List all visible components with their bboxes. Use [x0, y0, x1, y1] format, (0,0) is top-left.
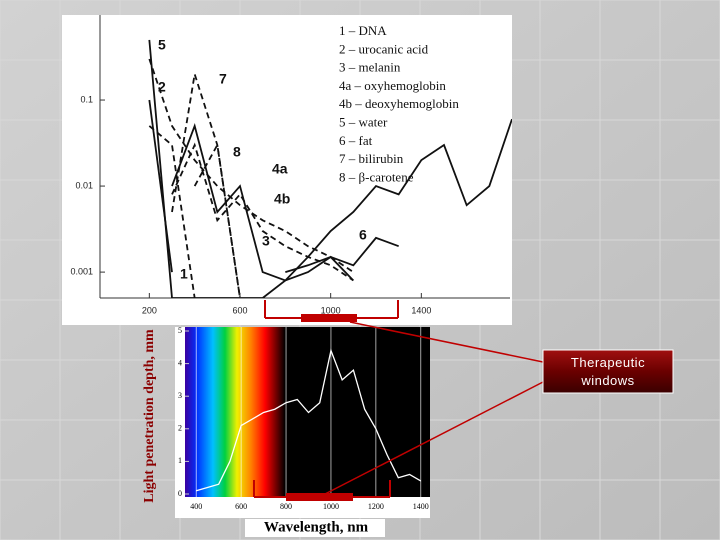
y-tick-label: 5: [178, 326, 182, 335]
y-tick-label: 1: [178, 456, 182, 465]
line-series: [285, 236, 399, 273]
callout-box: [542, 349, 674, 394]
legend-entry: 8 – β-carotene: [339, 169, 414, 184]
y-tick-label: 3: [178, 391, 182, 400]
callout-holder: Therapeutic windows: [570, 354, 646, 388]
x-tick-label: 400: [190, 502, 202, 511]
y-tick-label: 2: [178, 424, 182, 433]
line-series: [171, 142, 354, 282]
bottom-plot: [195, 327, 422, 497]
y-tick-label: 0: [178, 489, 182, 498]
y-tick-label: 0.1: [80, 94, 93, 104]
bottom-y-strip: [175, 327, 185, 518]
x-axis-label: Wavelength, nm: [264, 519, 369, 535]
line-series: [148, 58, 354, 273]
legend-entry: 1 – DNA: [339, 23, 387, 38]
curve-label: 5: [158, 37, 166, 53]
curve-label: 6: [359, 227, 367, 243]
line-series: [171, 122, 354, 282]
curve-label: 1: [180, 266, 188, 282]
legend-entry: 5 – water: [339, 114, 388, 129]
x-tick-label: 800: [280, 502, 292, 511]
top-plot: [148, 39, 512, 298]
legend-entry: 2 – urocanic acid: [339, 41, 429, 56]
callout-line: [324, 381, 544, 495]
x-tick-label: 600: [232, 305, 247, 315]
top-chart-panel: [62, 15, 512, 325]
curve-label: 7: [219, 71, 227, 87]
callout-line: [349, 321, 544, 363]
curve-label: 3: [262, 233, 270, 249]
x-tick-label: 1200: [368, 502, 384, 511]
bottom-window-bracket: [253, 480, 391, 501]
y-tick-label: 0.001: [70, 266, 93, 276]
x-label-bg: [245, 519, 385, 537]
legend-entry: 4b – deoxyhemoglobin: [339, 96, 459, 111]
curve-label: 2: [158, 79, 166, 95]
line-series: [196, 348, 422, 492]
x-tick-label: 1400: [413, 502, 429, 511]
y-tick-label: 4: [178, 358, 182, 367]
x-tick-label: 200: [142, 305, 157, 315]
legend-entry: 6 – fat: [339, 133, 373, 148]
callout-text: Therapeutic windows: [570, 354, 646, 388]
curve-label: 8: [233, 144, 241, 160]
legend: 1 – DNA 2 – urocanic acid 3 – melanin 4a – …: [339, 23, 459, 184]
line-series: [148, 125, 196, 298]
legend-entry: 3 – melanin: [339, 60, 401, 75]
legend-entry: 4a – oxyhemoglobin: [339, 78, 446, 93]
x-tick-label: 1000: [323, 502, 339, 511]
x-tick-label: 600: [235, 502, 247, 511]
bottom-curve-group: [196, 348, 422, 492]
line-series: [148, 39, 512, 298]
line-series: [193, 142, 241, 298]
curve-label: 4a: [272, 161, 288, 177]
spectrum: [185, 327, 285, 497]
bottom-x-strip: [175, 497, 430, 518]
curve-label: 4b: [274, 191, 290, 207]
top-window-bracket: [264, 300, 399, 322]
y-axis-label: Light penetration depth, mm: [142, 329, 157, 503]
x-tick-label: 1400: [411, 305, 431, 315]
y-tick-label: 0.01: [75, 180, 93, 190]
legend-entry: 7 – bilirubin: [339, 151, 404, 166]
x-tick-label: 1000: [321, 305, 341, 315]
